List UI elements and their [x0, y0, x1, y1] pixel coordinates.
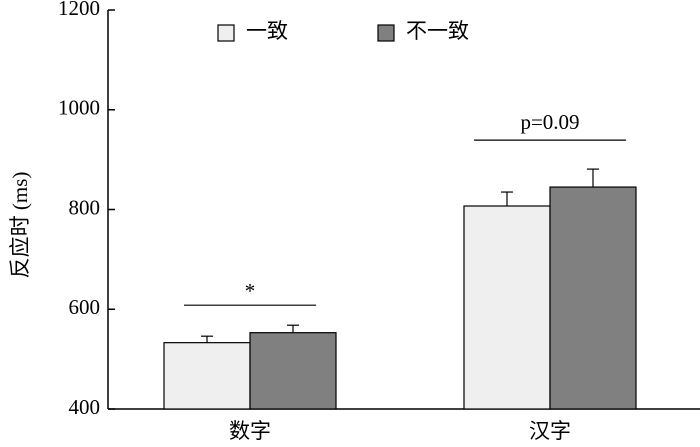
legend-swatch [377, 24, 395, 42]
bar [249, 332, 337, 410]
bar [463, 205, 551, 410]
y-tick-label: 1000 [58, 96, 100, 120]
y-tick-label: 600 [69, 295, 101, 319]
x-tick-label: 汉字 [529, 419, 571, 443]
y-tick-label: 1200 [58, 0, 100, 20]
legend-label: 一致 [246, 19, 288, 43]
y-axis-title: 反应时 (ms) [8, 172, 32, 279]
legend-swatch [217, 24, 235, 42]
y-tick-label: 400 [69, 395, 101, 419]
annotation: p=0.09 [520, 110, 579, 134]
bar [163, 342, 251, 410]
x-tick-label: 数字 [229, 419, 271, 443]
legend-label: 不一致 [406, 19, 469, 43]
bar [549, 186, 637, 410]
y-tick-label: 800 [69, 195, 101, 219]
annotation: * [245, 279, 256, 303]
